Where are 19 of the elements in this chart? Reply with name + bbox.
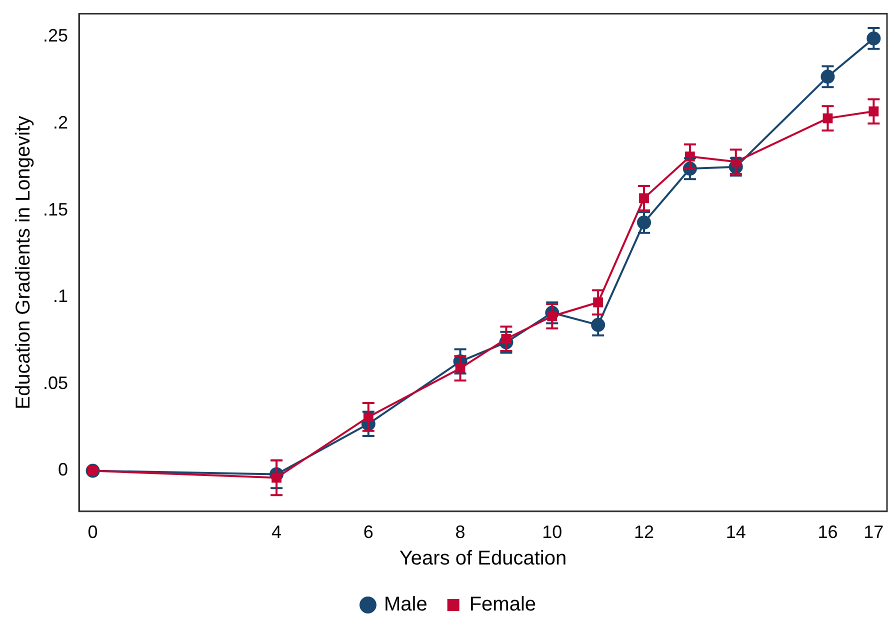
y-tick-label: .1 (53, 286, 68, 306)
x-tick-label: 8 (455, 522, 466, 542)
x-tick-label: 0 (88, 522, 98, 542)
x-tick-label: 6 (363, 522, 374, 542)
x-tick-label: 12 (634, 522, 654, 542)
y-tick-label: .05 (42, 372, 68, 393)
y-tick-label: 0 (58, 460, 68, 480)
y-tick-label: .2 (53, 112, 68, 132)
x-tick-label: 14 (726, 522, 746, 542)
y-axis-title: Education Gradients in Longevity (12, 116, 35, 410)
legend-label: Male (384, 594, 428, 616)
x-tick-label: 17 (864, 522, 884, 542)
x-tick-label: 16 (818, 522, 838, 542)
x-axis-title: Years of Education (399, 548, 567, 570)
x-tick-label: 4 (272, 522, 282, 542)
x-tick-label: 10 (542, 522, 562, 542)
y-tick-label: .15 (42, 199, 68, 220)
y-tick-label: .25 (42, 26, 68, 46)
legend-label: Female (469, 594, 536, 616)
